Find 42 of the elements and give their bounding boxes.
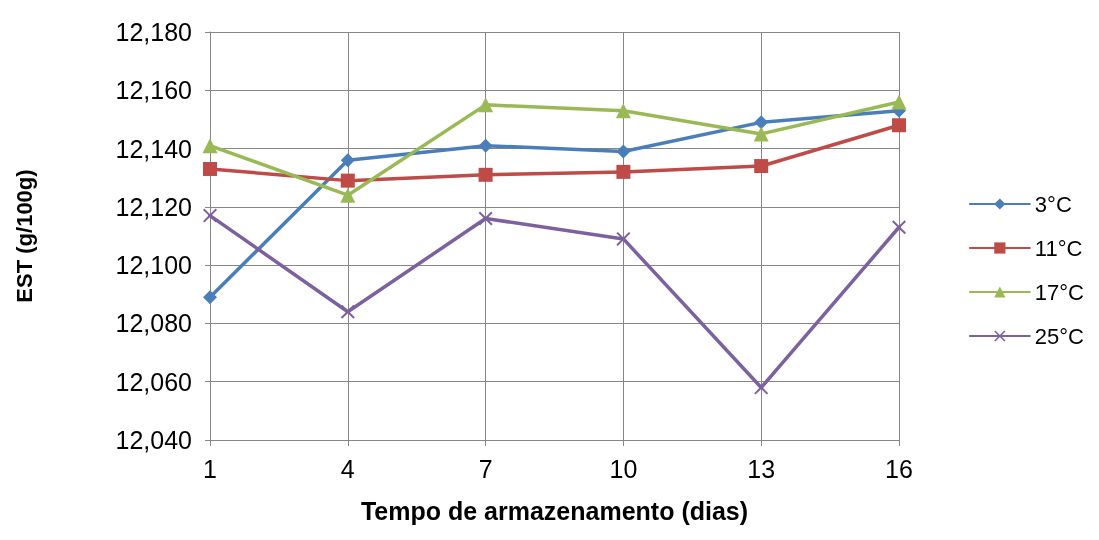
point [340, 173, 355, 188]
point [478, 138, 493, 153]
point [203, 161, 217, 176]
point [616, 231, 631, 246]
point [615, 103, 631, 119]
y-tick-label: 12,180 [115, 18, 192, 46]
x-tick-label: 13 [747, 454, 776, 483]
y-tick-label: 12,140 [115, 134, 192, 163]
point [340, 187, 356, 203]
point [754, 159, 769, 174]
point [892, 220, 906, 235]
legend-label: 3°C [1034, 191, 1072, 217]
x-tick-label: 7 [478, 454, 493, 483]
point [754, 380, 769, 395]
point [616, 144, 631, 159]
legend-label: 11°C [1034, 235, 1083, 261]
y-tick-label: 12,160 [115, 76, 192, 105]
point [478, 211, 493, 226]
point [892, 118, 906, 133]
x-axis-title: Tempo de armazenamento (dias) [360, 496, 749, 525]
point [754, 115, 769, 130]
point [753, 126, 769, 142]
point [891, 94, 907, 110]
point [616, 164, 631, 179]
y-tick-label: 12,040 [115, 426, 192, 454]
y-tick-label: 12,060 [115, 367, 192, 396]
y-tick-label: 12,080 [115, 309, 192, 338]
y-tick-label: 12,120 [115, 192, 192, 221]
point [202, 138, 218, 154]
x-tick-label: 16 [885, 454, 913, 483]
x-tick-label: 1 [203, 454, 217, 483]
y-axis-title: EST (g/100g) [11, 169, 37, 303]
y-tick-label: 12,100 [115, 251, 192, 280]
legend-label: 17°C [1034, 279, 1085, 305]
point [340, 304, 355, 319]
x-tick-label: 4 [340, 454, 355, 483]
x-tick-label: 10 [609, 454, 638, 483]
point [478, 97, 494, 113]
legend-label: 25°C [1034, 323, 1085, 349]
point [478, 167, 493, 182]
point [340, 153, 355, 168]
point [203, 290, 217, 305]
